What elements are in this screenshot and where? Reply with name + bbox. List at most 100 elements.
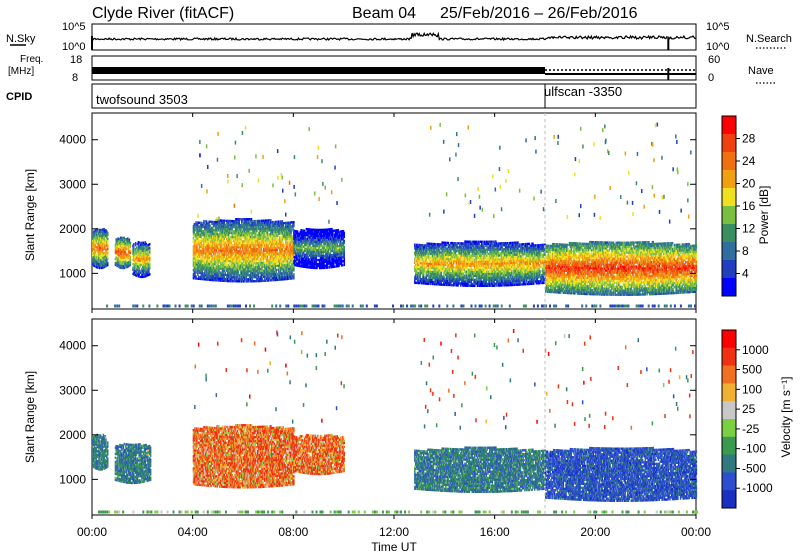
echo-cell xyxy=(264,235,267,238)
echo-cell xyxy=(212,220,214,224)
echo-cell xyxy=(231,221,233,225)
echo-cell xyxy=(123,238,125,241)
echo-cell xyxy=(201,278,203,281)
echo-cell xyxy=(217,271,219,274)
echo-cell xyxy=(146,274,148,277)
echo-cell xyxy=(259,249,262,253)
echo-cell xyxy=(257,253,260,257)
echo-cell xyxy=(289,251,292,254)
echo-cell xyxy=(264,249,266,252)
echo-cell xyxy=(193,249,195,252)
echo-cell xyxy=(118,243,120,247)
echo-cell xyxy=(235,276,238,279)
echo-cell xyxy=(235,236,238,239)
echo-cell xyxy=(138,267,140,270)
echo-cell xyxy=(199,267,202,271)
echo-cell xyxy=(293,231,295,234)
echo-cell xyxy=(213,259,216,262)
freq-left-tick-top: 18 xyxy=(70,54,82,66)
echo-cell xyxy=(282,268,284,271)
echo-cell xyxy=(223,237,225,240)
echo-cell xyxy=(243,272,246,275)
echo-cell xyxy=(142,255,145,258)
echo-cell xyxy=(213,267,216,270)
echo-cell xyxy=(259,243,262,247)
echo-cell xyxy=(196,235,198,238)
echo-cell xyxy=(134,273,136,276)
echo-cell xyxy=(246,268,248,271)
echo-cell xyxy=(261,253,263,256)
echo-cell xyxy=(283,228,285,231)
echo-cell xyxy=(283,276,285,279)
echo-cell xyxy=(278,256,280,259)
echo-cell xyxy=(275,242,277,245)
echo-cell xyxy=(311,238,314,241)
echo-cell xyxy=(220,225,222,228)
echo-cell xyxy=(214,231,217,234)
echo-cell xyxy=(127,263,129,266)
echo-cell xyxy=(302,257,304,260)
echo-cell xyxy=(201,260,203,263)
echo-cell xyxy=(138,255,140,258)
echo-cell xyxy=(197,277,199,280)
echo-cell xyxy=(144,259,147,262)
echo-cell xyxy=(343,233,345,236)
echo-cell xyxy=(279,270,282,273)
echo-cell xyxy=(222,239,225,242)
echo-cell xyxy=(205,242,208,245)
echo-cell xyxy=(271,273,274,276)
echo-cell xyxy=(221,275,224,278)
echo-cell xyxy=(220,245,223,248)
echo-cell xyxy=(203,258,205,261)
echo-cell xyxy=(148,249,150,252)
echo-cell xyxy=(282,242,284,245)
echo-cell xyxy=(102,254,105,257)
echo-cell xyxy=(217,265,219,268)
echo-cell xyxy=(97,254,99,257)
echo-cell xyxy=(255,254,257,257)
echo-cell xyxy=(343,257,345,261)
echo-cell xyxy=(212,271,215,274)
echo-cell xyxy=(195,277,197,280)
echo-cell xyxy=(271,241,274,244)
echo-cell xyxy=(142,249,145,252)
echo-cell xyxy=(216,227,218,230)
echo-cell xyxy=(304,249,307,253)
echo-cell xyxy=(97,256,99,259)
echo-cell xyxy=(211,264,213,268)
echo-cell xyxy=(100,242,103,245)
echo-cell xyxy=(195,223,197,226)
echo-cell xyxy=(272,240,275,244)
echo-cell xyxy=(279,224,282,227)
echo-cell xyxy=(134,266,137,269)
echo-cell xyxy=(275,260,277,264)
echo-cell xyxy=(136,248,139,252)
echo-cell xyxy=(201,239,203,243)
echo-cell xyxy=(106,234,108,237)
echo-cell xyxy=(267,243,269,246)
echo-cell xyxy=(256,262,258,265)
echo-cell xyxy=(277,268,279,271)
echo-cell xyxy=(284,264,286,267)
echo-cell xyxy=(264,235,266,238)
echo-cell xyxy=(240,230,242,233)
echo-cell xyxy=(246,280,248,283)
echo-cell xyxy=(273,276,276,280)
echo-cell xyxy=(220,261,222,264)
echo-cell xyxy=(263,249,265,252)
echo-cell xyxy=(303,231,306,234)
echo-cell xyxy=(232,238,234,241)
echo-cell xyxy=(198,229,201,232)
echo-cell xyxy=(270,249,272,252)
echo-cell xyxy=(220,225,223,228)
echo-cell xyxy=(303,229,305,232)
echo-cell xyxy=(205,226,208,229)
echo-cell xyxy=(290,251,292,254)
echo-cell xyxy=(218,249,220,252)
echo-cell xyxy=(304,241,307,245)
echo-cell xyxy=(207,234,210,237)
echo-cell xyxy=(232,280,234,283)
echo-cell xyxy=(99,262,102,266)
echo-cell xyxy=(141,257,143,261)
echo-cell xyxy=(279,262,281,265)
